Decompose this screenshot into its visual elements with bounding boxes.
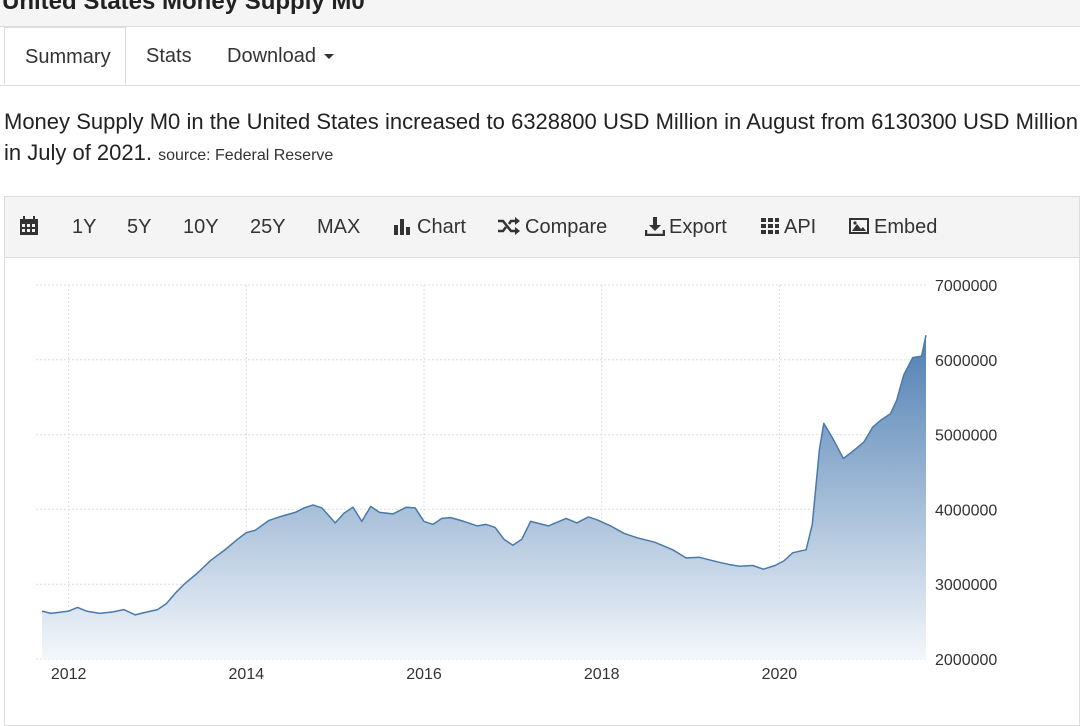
compare-button-label: Compare — [525, 216, 608, 238]
range-max-button[interactable]: MAX — [317, 216, 361, 238]
tab-download-label: Download — [227, 45, 316, 67]
range-25y-button[interactable]: 25Y — [250, 216, 286, 238]
title-bar: United States Money Supply M0 — [0, 0, 1080, 27]
chart-button[interactable]: Chart — [393, 197, 466, 257]
shuffle-icon — [498, 217, 520, 235]
caret-down-icon — [323, 54, 334, 60]
x-tick-label: 2016 — [406, 666, 442, 683]
y-tick-label: 4000000 — [935, 502, 997, 519]
embed-button-label: Embed — [874, 216, 938, 238]
range-10y-button[interactable]: 10Y — [183, 216, 219, 238]
api-button[interactable]: API — [760, 197, 816, 257]
range-1y-button[interactable]: 1Y — [72, 216, 97, 238]
series-line — [41, 335, 927, 616]
chart-button-label: Chart — [417, 216, 466, 238]
export-button-label: Export — [669, 216, 727, 238]
series-area — [42, 335, 926, 659]
tab-download[interactable]: Download — [227, 27, 334, 85]
tab-summary[interactable]: Summary — [4, 27, 126, 85]
source-text: source: Federal Reserve — [158, 147, 334, 164]
x-tick-label: 2020 — [762, 666, 798, 683]
y-tick-label: 5000000 — [935, 428, 997, 445]
tab-summary-label: Summary — [25, 46, 111, 68]
y-tick-label: 7000000 — [935, 278, 997, 295]
chart-toolbar: 1Y 5Y 10Y 25Y MAX Chart Compare Export A… — [5, 197, 1079, 258]
x-tick-label: 2018 — [584, 666, 620, 683]
bar-chart-icon — [394, 219, 410, 235]
range-5y-button[interactable]: 5Y — [127, 216, 152, 238]
download-icon — [644, 217, 666, 237]
api-button-label: API — [784, 216, 817, 238]
tab-stats[interactable]: Stats — [146, 27, 192, 85]
page-title: United States Money Supply M0 — [2, 0, 365, 15]
image-icon — [849, 218, 869, 234]
grid-icon — [761, 218, 779, 234]
tab-bar: Summary Stats Download — [0, 27, 1080, 86]
embed-button[interactable]: Embed — [848, 197, 937, 257]
y-tick-label: 2000000 — [935, 652, 997, 669]
summary-text: Money Supply M0 in the United States inc… — [4, 109, 1078, 165]
y-tick-label: 6000000 — [935, 353, 997, 370]
tab-stats-label: Stats — [146, 45, 192, 67]
compare-button[interactable]: Compare — [497, 197, 607, 257]
summary-paragraph: Money Supply M0 in the United States inc… — [4, 106, 1078, 171]
calendar-icon[interactable] — [19, 197, 43, 257]
x-tick-label: 2012 — [51, 666, 87, 683]
y-tick-label: 3000000 — [935, 577, 997, 594]
x-tick-label: 2014 — [229, 666, 265, 683]
export-button[interactable]: Export — [644, 197, 727, 257]
